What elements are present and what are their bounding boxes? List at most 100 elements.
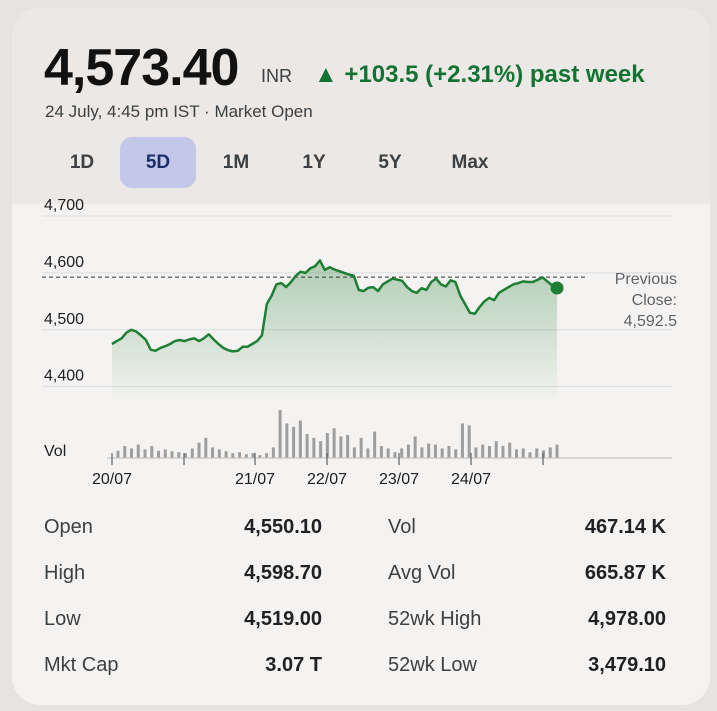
volume-bar bbox=[379, 446, 383, 458]
volume-bar bbox=[285, 423, 289, 458]
volume-bar bbox=[454, 449, 458, 458]
volume-bar bbox=[197, 442, 201, 458]
stat-avgvol-label: Avg Vol bbox=[388, 562, 456, 584]
volume-bar bbox=[136, 444, 140, 458]
stat-high-label: High bbox=[44, 562, 86, 584]
stat-52wk-low-value: 3,479.10 bbox=[588, 654, 666, 676]
stat-low-value: 4,519.00 bbox=[244, 608, 322, 630]
volume-bar bbox=[352, 447, 356, 458]
current-price: 4,573.40 bbox=[44, 39, 239, 97]
stat-52wk-low-label: 52wk Low bbox=[388, 654, 477, 676]
stock-card: 4,573.40 INR ▲ +103.5 (+2.31%) past week… bbox=[12, 8, 710, 705]
tab-1m[interactable]: 1M bbox=[222, 152, 250, 173]
x-tick-label: 20/07 bbox=[92, 471, 132, 488]
volume-bar bbox=[244, 454, 248, 458]
volume-bar bbox=[474, 447, 478, 458]
stat-52wk-high-value: 4,978.00 bbox=[588, 608, 666, 630]
stat-low-label: Low bbox=[44, 608, 81, 630]
tab-5y[interactable]: 5Y bbox=[378, 152, 402, 173]
stat-high-value: 4,598.70 bbox=[244, 562, 322, 584]
stat-vol-value: 467.14 K bbox=[584, 516, 666, 538]
volume-bar bbox=[143, 449, 147, 458]
stat-52wk-high-label: 52wk High bbox=[388, 608, 482, 630]
previous-close-value: 4,592.5 bbox=[623, 313, 677, 330]
volume-bar bbox=[224, 451, 228, 458]
y-tick-label: 4,700 bbox=[44, 197, 84, 214]
tab-1d[interactable]: 1D bbox=[69, 152, 95, 173]
volume-bar bbox=[420, 447, 424, 458]
tab-5d[interactable]: 5D bbox=[120, 137, 196, 188]
stat-mktcap-label: Mkt Cap bbox=[44, 654, 119, 676]
volume-bar bbox=[366, 448, 370, 458]
volume-bar bbox=[305, 434, 309, 458]
volume-bar bbox=[292, 426, 296, 458]
x-tick-label: 24/07 bbox=[451, 471, 491, 488]
volume-bar bbox=[440, 448, 444, 458]
price-area bbox=[112, 260, 557, 398]
volume-bar bbox=[528, 452, 532, 458]
x-tick-label: 22/07 bbox=[307, 471, 347, 488]
volume-bar bbox=[298, 420, 302, 458]
current-price-marker bbox=[550, 281, 564, 295]
stat-vol-label: Vol bbox=[388, 516, 416, 538]
volume-bar bbox=[157, 450, 161, 458]
volume-bar bbox=[447, 446, 451, 458]
y-tick-label: 4,500 bbox=[44, 311, 84, 328]
volume-bar bbox=[460, 423, 464, 458]
volume-bar bbox=[278, 410, 282, 458]
volume-bar bbox=[163, 449, 167, 458]
quote-header: 4,573.40 INR ▲ +103.5 (+2.31%) past week… bbox=[12, 8, 710, 204]
volume-bar bbox=[400, 448, 404, 458]
market-timestamp: 24 July, 4:45 pm IST · Market Open bbox=[45, 102, 313, 121]
volume-bar bbox=[427, 443, 431, 458]
stat-mktcap-value: 3.07 T bbox=[265, 654, 322, 676]
volume-bar bbox=[123, 446, 127, 458]
volume-bar bbox=[346, 434, 350, 458]
volume-bar bbox=[393, 452, 397, 458]
volume-bar bbox=[325, 433, 329, 458]
stat-open-value: 4,550.10 bbox=[244, 516, 322, 538]
volume-bar bbox=[116, 450, 120, 458]
volume-bar bbox=[190, 448, 194, 458]
volume-bar bbox=[373, 431, 377, 458]
volume-bar bbox=[238, 452, 242, 458]
volume-bar bbox=[258, 455, 262, 458]
volume-bar bbox=[211, 447, 215, 458]
volume-bar bbox=[265, 453, 269, 458]
volume-bar bbox=[433, 444, 437, 458]
volume-bar bbox=[170, 451, 174, 458]
y-axis-ticks: 4,700 4,600 4,500 4,400 bbox=[44, 197, 84, 385]
volume-bar bbox=[332, 428, 336, 458]
tab-max[interactable]: Max bbox=[451, 152, 489, 173]
volume-bar bbox=[231, 453, 235, 458]
volume-bar bbox=[501, 446, 505, 458]
stat-avgvol-value: 665.87 K bbox=[584, 562, 666, 584]
price-line bbox=[111, 259, 558, 353]
x-axis-ticks: 20/07 21/07 22/07 23/07 24/07 bbox=[92, 453, 544, 488]
volume-bar bbox=[535, 448, 539, 458]
price-chart[interactable]: 4,700 4,600 4,500 4,400 Vol 20/07 21/07 22/07… bbox=[12, 8, 710, 705]
volume-bar bbox=[548, 447, 552, 458]
tab-1y[interactable]: 1Y bbox=[302, 152, 326, 173]
y-tick-label: 4,600 bbox=[44, 254, 84, 271]
previous-close-label: Previous Close: 4,592.5 bbox=[572, 269, 677, 332]
volume-bar bbox=[514, 449, 518, 458]
volume-bar bbox=[467, 425, 471, 458]
volume-bar bbox=[130, 448, 134, 458]
previous-close-text-2: Close: bbox=[631, 292, 677, 309]
volume-bar bbox=[487, 446, 491, 458]
stat-open-label: Open bbox=[44, 516, 93, 538]
currency-label: INR bbox=[261, 66, 292, 86]
volume-bar bbox=[413, 436, 417, 458]
volume-bar bbox=[339, 436, 343, 458]
volume-bar bbox=[177, 452, 181, 458]
volume-bar bbox=[251, 453, 255, 458]
y-tick-label: 4,400 bbox=[44, 368, 84, 385]
volume-bar bbox=[359, 437, 363, 458]
volume-bar bbox=[481, 444, 485, 458]
volume-bars bbox=[116, 410, 559, 458]
previous-close-text-1: Previous bbox=[614, 271, 677, 288]
volume-bar bbox=[319, 441, 323, 458]
volume-bar bbox=[312, 437, 316, 458]
volume-bar bbox=[406, 444, 410, 458]
